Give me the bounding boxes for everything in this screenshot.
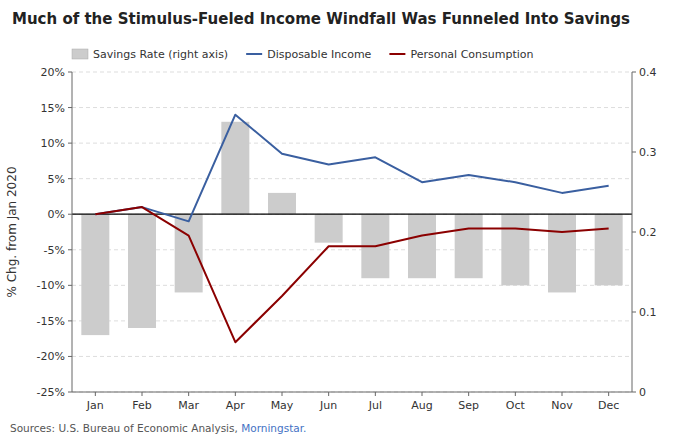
x-tick-label: May [271,399,294,412]
y2-tick [632,392,636,393]
y-tick [68,214,72,215]
y-tick [68,285,72,286]
bar [595,214,623,285]
x-tick [235,392,236,396]
x-tick [328,392,329,396]
legend-swatch [389,53,405,55]
x-tick-label: Apr [226,399,246,412]
x-tick [282,392,283,396]
legend-item: Personal Consumption [389,48,533,61]
bar-series [81,122,622,335]
legend-swatch [246,53,262,55]
y-axis-line [72,72,73,392]
x-tick-label: Dec [598,399,619,412]
chart: Much of the Stimulus-Fueled Income Windf… [0,0,684,442]
x-tick [562,392,563,396]
y-tick-label: 0% [48,208,65,221]
legend-swatch [72,49,88,59]
legend-item: Disposable Income [246,48,371,61]
legend: Savings Rate (right axis) Disposable Inco… [72,48,534,61]
y-tick-label: 15% [41,102,65,115]
y-tick-label: -5% [44,244,65,257]
x-tick-label: Sep [458,399,479,412]
bar [455,214,483,278]
legend-item: Savings Rate (right axis) [72,48,228,61]
bar [408,214,436,278]
y-tick [68,72,72,73]
x-tick-label: Jun [319,399,337,412]
bar [175,214,203,292]
y-tick-label: -15% [37,315,65,328]
y-tick [68,356,72,357]
y-tick-label: 20% [41,66,65,79]
y2-tick-label: 0.3 [639,146,657,159]
x-tick [468,392,469,396]
title: Much of the Stimulus-Fueled Income Windf… [12,10,630,28]
x-tick [142,392,143,396]
x-tick [422,392,423,396]
y2-tick [632,72,636,73]
grid-line [72,72,632,73]
y-tick-label: -25% [37,386,65,399]
y2-tick-label: 0.1 [639,306,657,319]
x-tick-label: Aug [411,399,432,412]
x-tick-label: Jul [368,399,382,412]
x-tick-label: Jan [86,399,104,412]
bar [548,214,576,292]
bar [315,214,343,242]
grid-line [72,143,632,144]
x-tick [188,392,189,396]
bar [81,214,109,335]
bar [268,193,296,214]
y2-tick [632,232,636,233]
y2-tick-label: 0.4 [639,66,657,79]
x-tick-label: Nov [551,399,573,412]
grid-line [72,392,632,393]
grid [72,72,632,392]
y-tick [68,320,72,321]
y2-tick-label: 0 [639,386,646,399]
y-tick [68,178,72,179]
legend-label: Savings Rate (right axis) [93,48,228,61]
x-tick [515,392,516,396]
grid-line [72,107,632,108]
y2-tick-label: 0.2 [639,226,657,239]
legend-label: Personal Consumption [410,48,533,61]
y-tick-label: 10% [41,137,65,150]
bar [501,214,529,285]
legend-label: Disposable Income [267,48,371,61]
x-axis-line [72,392,632,393]
y-tick-label: -10% [37,279,65,292]
y-tick [68,143,72,144]
x-tick-label: Oct [506,399,526,412]
y-tick [68,249,72,250]
line [95,115,608,222]
plot-data [72,115,632,343]
y2-tick [632,312,636,313]
y2-axis-line [632,72,633,392]
y-tick [68,392,72,393]
x-tick-label: Feb [132,399,151,412]
x-tick-label: Mar [178,399,199,412]
source-part: Morningstar. [241,422,306,434]
y-tick-label: 5% [48,173,65,186]
y-axis-label: % Chg. from Jan 2020 [5,166,19,297]
source-part: Sources: U.S. Bureau of Economic Analysi… [10,422,241,434]
line [95,207,608,342]
x-tick [375,392,376,396]
grid-line [72,356,632,357]
y-tick [68,107,72,108]
y2-tick [632,152,636,153]
y-tick-label: -20% [37,350,65,363]
x-tick [608,392,609,396]
source: Sources: U.S. Bureau of Economic Analysi… [10,422,306,434]
grid-line [72,178,632,179]
bar [128,214,156,328]
x-tick [95,392,96,396]
